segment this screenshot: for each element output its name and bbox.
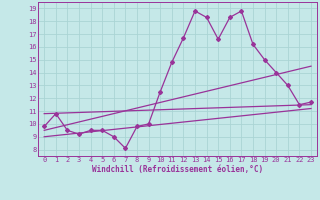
X-axis label: Windchill (Refroidissement éolien,°C): Windchill (Refroidissement éolien,°C)	[92, 165, 263, 174]
